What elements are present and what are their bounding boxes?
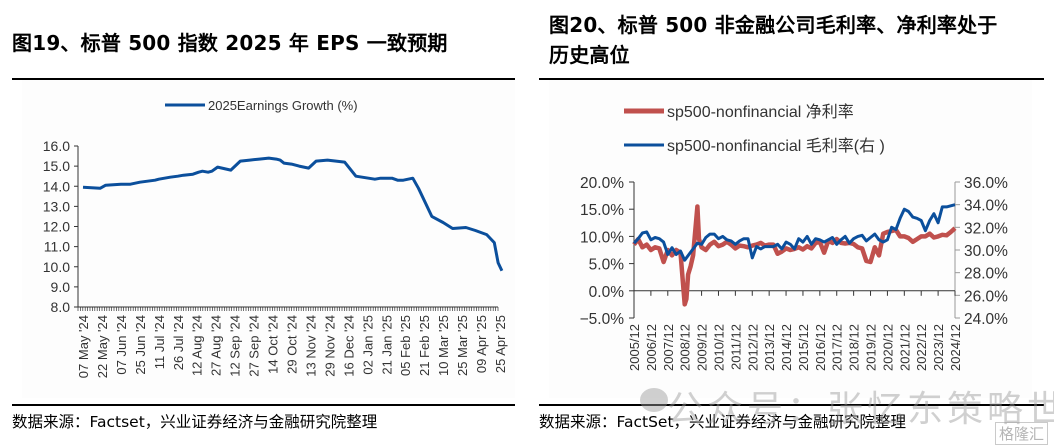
y-tick-label: 8.0 xyxy=(51,299,71,315)
x-tick-label: 02 Jan '25 xyxy=(360,315,375,375)
y-tick-label: 11.0 xyxy=(44,239,70,255)
watermark-text: 公众号：张忆东策略世界 xyxy=(667,389,1054,430)
y-tick-label: 14.0 xyxy=(43,178,70,194)
x-tick-label: 22 May '24 xyxy=(95,315,110,378)
x-tick-label: 2006/12 xyxy=(644,324,659,371)
x-tick-label: 10 Mar '25 xyxy=(436,315,451,376)
figure-20-panel: 图20、标普 500 非金融公司毛利率、净利率处于 历史高位 sp500-non… xyxy=(527,0,1054,446)
y-tick-label: 10.0 xyxy=(43,259,70,275)
y-tick-label-left: 15.0% xyxy=(580,202,624,219)
x-tick-label: 25 Jun '24 xyxy=(133,315,148,375)
chart-background xyxy=(22,80,515,398)
eps-growth-chart: 2025Earnings Growth (%) 16.0 15.0 14.0 13.0 1… xyxy=(43,98,508,378)
x-tick-label: 25 Mar '25 xyxy=(455,315,470,376)
y-tick-label-left: 10.0% xyxy=(580,229,624,246)
legend-label-gross-margin: sp500-nonfinancial 毛利率(右 ) xyxy=(667,137,885,155)
y-tick-label-right: 30.0% xyxy=(964,243,1008,260)
x-tick-label: 14 Oct '24 xyxy=(266,315,281,374)
x-tick-label: 16 Dec '24 xyxy=(341,315,356,377)
margin-chart: sp500-nonfinancial 净利率 sp500-nonfinancial… xyxy=(580,103,1009,371)
x-tick-label: 2009/12 xyxy=(695,324,710,371)
y-tick-label: 15.0 xyxy=(43,158,70,174)
y-tick-label-right: 26.0% xyxy=(964,288,1008,305)
source-note: 数据来源：Factset，兴业证券经济与金融研究院整理 xyxy=(12,413,378,431)
x-tick-label: 27 Sep '24 xyxy=(247,315,262,377)
x-tick-label: 07 Jun '24 xyxy=(114,315,129,375)
title-divider xyxy=(12,78,515,80)
source-divider xyxy=(12,404,515,406)
y-tick-label: 13.0 xyxy=(43,198,70,214)
x-tick-label: 12 Sep '24 xyxy=(228,315,243,377)
x-tick-label: 13 Nov '24 xyxy=(303,315,318,377)
x-tick-label: 11 Jul '24 xyxy=(152,315,167,369)
x-tick-label: 2024/12 xyxy=(948,324,963,371)
figure-title: 图19、标普 500 指数 2025 年 EPS 一致预期 xyxy=(12,31,448,55)
y-tick-label-right: 24.0% xyxy=(964,311,1008,328)
figure-title: 图20、标普 500 非金融公司毛利率、净利率处于 历史高位 xyxy=(549,10,1044,70)
y-tick-label-right: 34.0% xyxy=(964,198,1008,215)
title-divider xyxy=(539,78,1044,80)
figure-19-panel: 图19、标普 500 指数 2025 年 EPS 一致预期 2025Earnin… xyxy=(12,31,515,431)
y-tick-label-right: 28.0% xyxy=(964,266,1008,283)
legend-label-net-margin: sp500-nonfinancial 净利率 xyxy=(667,103,854,121)
figure-title-line-1: 图20、标普 500 非金融公司毛利率、净利率处于 xyxy=(549,13,998,37)
x-tick-label: 2014/12 xyxy=(779,324,794,371)
x-tick-label: 07 May '24 xyxy=(76,315,91,378)
y-tick-label: 12.0 xyxy=(43,219,70,235)
chart-background xyxy=(549,80,1032,398)
series-line-net-margin xyxy=(632,204,957,307)
x-tick-label: 2007/12 xyxy=(661,324,676,371)
x-tick-label: 2022/12 xyxy=(914,324,929,371)
y-tick-label: 9.0 xyxy=(51,279,71,295)
y-tick-label-left: −5.0% xyxy=(580,311,625,328)
x-tick-label: 2012/12 xyxy=(745,324,760,371)
x-tick-label: 12 Aug '24 xyxy=(190,315,205,376)
x-tick-label: 27 Aug '24 xyxy=(209,315,224,376)
x-tick-label: 05 Feb '25 xyxy=(398,315,413,376)
x-tick-label: 2011/12 xyxy=(728,324,743,370)
x-tick-label: 2008/12 xyxy=(678,324,693,371)
source-note: 数据来源：FactSet，兴业证券经济与金融研究院整理 xyxy=(539,413,907,431)
x-tick-label: 2023/12 xyxy=(931,324,946,371)
x-tick-label: 2005/12 xyxy=(627,324,642,371)
x-tick-label: 2019/12 xyxy=(864,324,879,371)
y-tick-label-left: 20.0% xyxy=(580,175,624,192)
x-tick-label: 2015/12 xyxy=(796,324,811,371)
x-tick-label: 21 Jan '25 xyxy=(379,315,394,375)
x-tick-label: 29 Nov '24 xyxy=(322,315,337,377)
x-tick-label: 09 Apr '25 xyxy=(474,315,489,373)
x-tick-label: 2018/12 xyxy=(847,324,862,371)
x-tick-label: 29 Oct '24 xyxy=(285,315,300,374)
x-tick-label: 2020/12 xyxy=(880,324,895,371)
y-tick-label: 16.0 xyxy=(43,138,70,154)
source-divider xyxy=(539,404,1044,406)
series-line-gross-margin xyxy=(632,203,956,262)
x-tick-label: 2016/12 xyxy=(813,324,828,371)
y-tick-label-left: 0.0% xyxy=(589,284,625,301)
x-tick-label: 2013/12 xyxy=(762,324,777,371)
figure-title-line-2: 历史高位 xyxy=(549,43,630,67)
series-line-eps-growth xyxy=(82,156,504,272)
y-tick-label-left: 5.0% xyxy=(589,257,625,274)
x-tick-label: 2017/12 xyxy=(830,324,845,371)
legend-label: 2025Earnings Growth (%) xyxy=(208,98,358,113)
x-tick-label: 21 Feb '25 xyxy=(417,315,432,376)
y-tick-label-right: 36.0% xyxy=(964,175,1008,192)
x-tick-label: 26 Jul '24 xyxy=(171,315,186,370)
x-tick-label: 25 Apr '25 xyxy=(493,315,508,373)
x-tick-label: 2021/12 xyxy=(897,324,912,371)
wechat-icon xyxy=(640,388,668,412)
corner-watermark: 格隆汇 xyxy=(994,422,1048,445)
y-tick-label-right: 32.0% xyxy=(964,220,1008,237)
x-tick-label: 2010/12 xyxy=(711,324,726,371)
